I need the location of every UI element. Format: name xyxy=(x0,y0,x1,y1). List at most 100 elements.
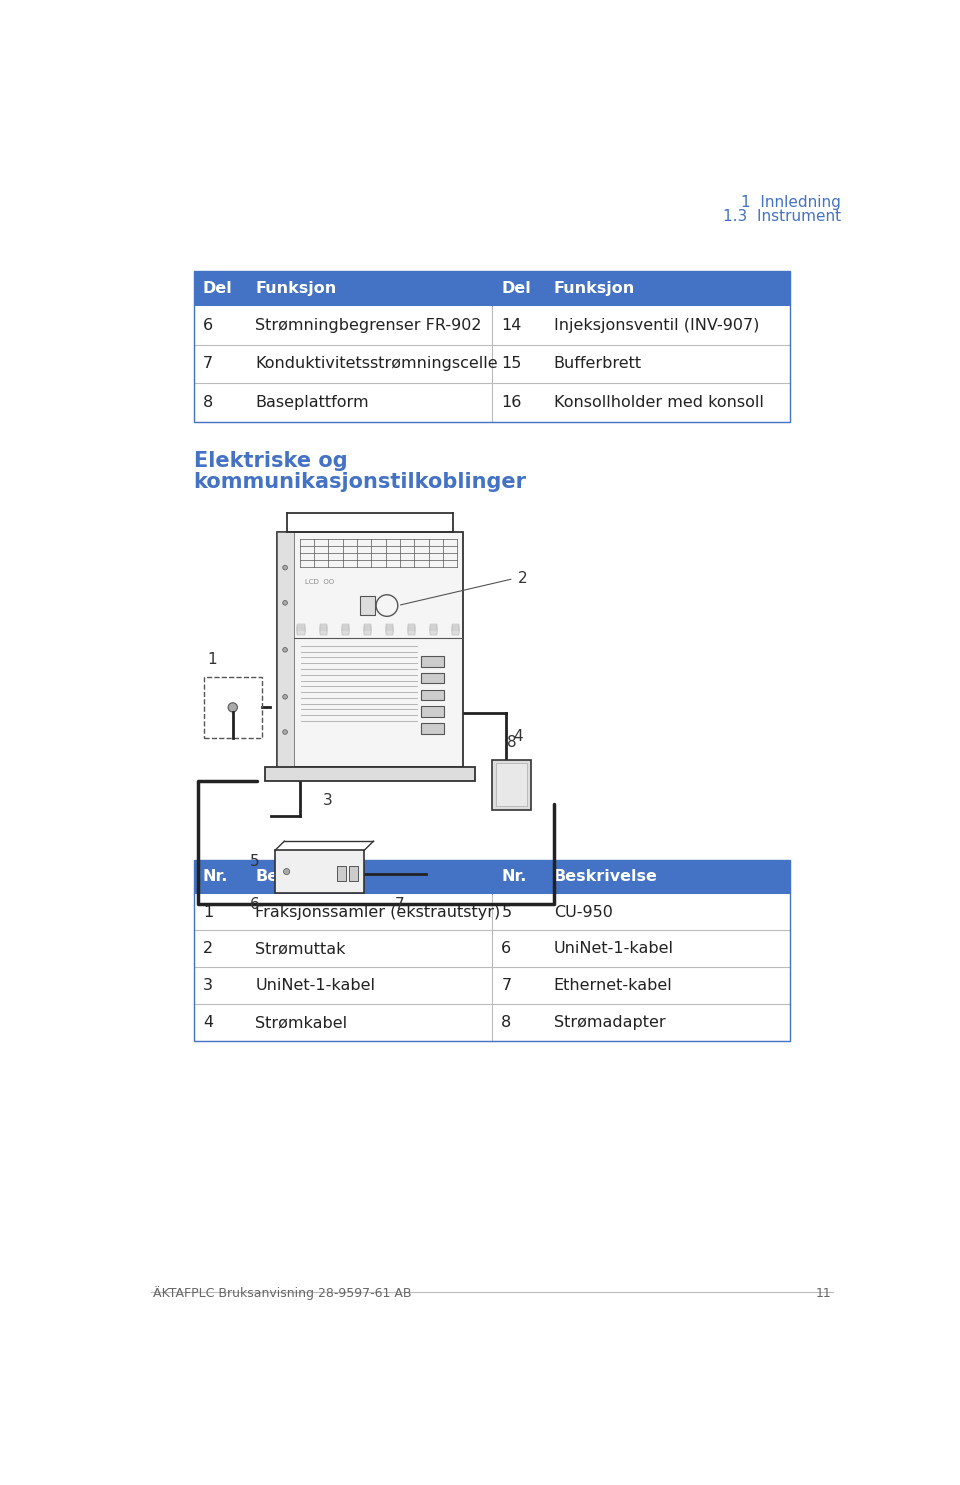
FancyBboxPatch shape xyxy=(342,630,349,634)
Text: 4: 4 xyxy=(514,729,523,744)
FancyBboxPatch shape xyxy=(386,624,394,628)
Text: 7: 7 xyxy=(203,356,213,371)
Text: 7: 7 xyxy=(501,979,512,993)
Text: Konduktivitetsstrømningscelle: Konduktivitetsstrømningscelle xyxy=(255,356,498,371)
FancyBboxPatch shape xyxy=(364,628,372,633)
FancyBboxPatch shape xyxy=(320,624,327,628)
FancyBboxPatch shape xyxy=(386,627,394,631)
Text: 2: 2 xyxy=(517,572,527,587)
FancyBboxPatch shape xyxy=(360,597,375,615)
FancyBboxPatch shape xyxy=(386,628,394,633)
Text: kommunikasjonstilkoblinger: kommunikasjonstilkoblinger xyxy=(194,472,527,493)
Text: 5: 5 xyxy=(250,854,259,869)
FancyBboxPatch shape xyxy=(430,630,438,634)
Text: 8: 8 xyxy=(501,1016,512,1031)
Text: Beskrivelse: Beskrivelse xyxy=(255,869,359,884)
FancyBboxPatch shape xyxy=(364,627,372,631)
FancyBboxPatch shape xyxy=(420,707,444,717)
Text: Beskrivelse: Beskrivelse xyxy=(554,869,658,884)
FancyBboxPatch shape xyxy=(342,627,349,631)
FancyBboxPatch shape xyxy=(194,383,790,422)
FancyBboxPatch shape xyxy=(420,656,444,667)
FancyBboxPatch shape xyxy=(194,967,790,1004)
FancyBboxPatch shape xyxy=(364,624,372,628)
Text: 11: 11 xyxy=(816,1287,831,1299)
FancyBboxPatch shape xyxy=(320,627,327,631)
Text: UniNet-1-kabel: UniNet-1-kabel xyxy=(554,941,674,956)
FancyBboxPatch shape xyxy=(430,628,438,633)
FancyBboxPatch shape xyxy=(420,723,444,734)
Text: Ethernet-kabel: Ethernet-kabel xyxy=(554,979,673,993)
FancyBboxPatch shape xyxy=(298,630,305,634)
Text: LCD  OO: LCD OO xyxy=(305,579,334,585)
Text: 6: 6 xyxy=(203,318,213,333)
Text: 3: 3 xyxy=(203,979,213,993)
FancyBboxPatch shape xyxy=(298,628,305,633)
FancyBboxPatch shape xyxy=(364,630,372,634)
Text: 1: 1 xyxy=(207,652,217,667)
FancyBboxPatch shape xyxy=(342,628,349,633)
Text: 8: 8 xyxy=(507,735,516,750)
FancyBboxPatch shape xyxy=(386,630,394,634)
FancyBboxPatch shape xyxy=(194,931,790,967)
FancyBboxPatch shape xyxy=(194,894,790,931)
FancyBboxPatch shape xyxy=(408,630,416,634)
Text: Strømkabel: Strømkabel xyxy=(255,1016,348,1031)
Text: 16: 16 xyxy=(501,395,521,410)
Text: Fraksjonssamler (ekstrautstyr): Fraksjonssamler (ekstrautstyr) xyxy=(255,904,501,919)
Text: 1  Innledning: 1 Innledning xyxy=(741,195,841,211)
FancyBboxPatch shape xyxy=(194,345,790,383)
FancyBboxPatch shape xyxy=(348,866,358,881)
Text: ÄKTAFPLC Bruksanvisning 28-9597-61 AB: ÄKTAFPLC Bruksanvisning 28-9597-61 AB xyxy=(153,1286,411,1299)
FancyBboxPatch shape xyxy=(194,1004,790,1041)
FancyBboxPatch shape xyxy=(337,866,347,881)
Circle shape xyxy=(283,600,287,606)
FancyBboxPatch shape xyxy=(420,673,444,683)
Text: UniNet-1-kabel: UniNet-1-kabel xyxy=(255,979,375,993)
FancyBboxPatch shape xyxy=(430,627,438,631)
FancyBboxPatch shape xyxy=(275,851,364,892)
FancyBboxPatch shape xyxy=(298,624,305,628)
FancyBboxPatch shape xyxy=(320,630,327,634)
Circle shape xyxy=(283,869,290,875)
Text: Injeksjonsventil (INV-907): Injeksjonsventil (INV-907) xyxy=(554,318,759,333)
Text: Elektriske og: Elektriske og xyxy=(194,451,348,471)
Text: Nr.: Nr. xyxy=(203,869,228,884)
Text: 3: 3 xyxy=(324,793,333,808)
Circle shape xyxy=(283,695,287,699)
Text: CU-950: CU-950 xyxy=(554,904,612,919)
FancyBboxPatch shape xyxy=(452,624,460,628)
Text: 2: 2 xyxy=(203,941,213,956)
Text: Bufferbrett: Bufferbrett xyxy=(554,356,642,371)
FancyBboxPatch shape xyxy=(194,270,790,306)
FancyBboxPatch shape xyxy=(452,630,460,634)
FancyBboxPatch shape xyxy=(408,627,416,631)
Text: Strømadapter: Strømadapter xyxy=(554,1016,665,1031)
Circle shape xyxy=(283,729,287,734)
Text: 1: 1 xyxy=(203,904,213,919)
FancyBboxPatch shape xyxy=(408,628,416,633)
Text: 1.3  Instrument: 1.3 Instrument xyxy=(723,209,841,224)
Text: 6: 6 xyxy=(501,941,512,956)
FancyBboxPatch shape xyxy=(276,533,464,768)
Text: 14: 14 xyxy=(501,318,521,333)
Text: 5: 5 xyxy=(501,904,512,919)
FancyBboxPatch shape xyxy=(342,624,349,628)
Circle shape xyxy=(228,702,237,711)
Circle shape xyxy=(283,566,287,570)
Text: Konsollholder med konsoll: Konsollholder med konsoll xyxy=(554,395,764,410)
Text: 4: 4 xyxy=(203,1016,213,1031)
FancyBboxPatch shape xyxy=(298,627,305,631)
FancyBboxPatch shape xyxy=(408,624,416,628)
Text: Strømuttak: Strømuttak xyxy=(255,941,346,956)
Text: Baseplattform: Baseplattform xyxy=(255,395,369,410)
Text: 15: 15 xyxy=(501,356,521,371)
FancyBboxPatch shape xyxy=(194,860,790,894)
Text: Funksjon: Funksjon xyxy=(554,281,636,296)
FancyBboxPatch shape xyxy=(194,306,790,345)
FancyBboxPatch shape xyxy=(265,768,475,781)
Text: 7: 7 xyxy=(396,897,405,912)
Text: Del: Del xyxy=(203,281,232,296)
FancyBboxPatch shape xyxy=(452,627,460,631)
Text: Nr.: Nr. xyxy=(501,869,527,884)
